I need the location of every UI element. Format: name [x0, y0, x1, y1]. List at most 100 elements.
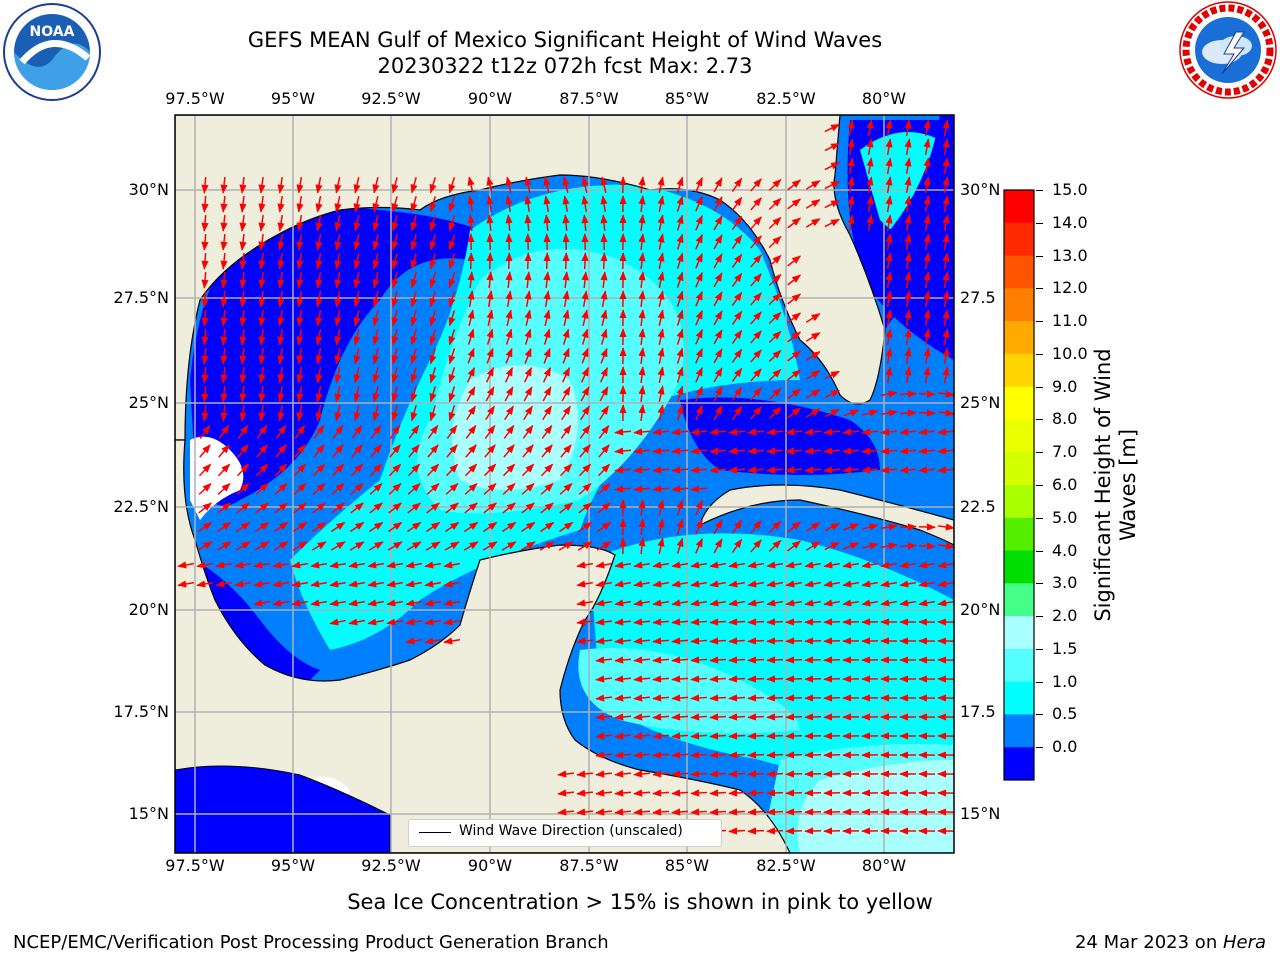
- wave-arrow: [198, 502, 212, 514]
- colorbar-segment: [1004, 255, 1034, 289]
- wave-arrow: [597, 483, 611, 495]
- wave-arrow: [521, 483, 535, 495]
- wave-arrow: [638, 404, 646, 422]
- wave-arrow: [386, 599, 404, 607]
- wave-arrow: [196, 580, 214, 588]
- colorbar-tick-label: 3.0: [1052, 573, 1078, 593]
- wave-arrow: [334, 253, 342, 270]
- wave-arrow: [367, 561, 385, 569]
- wave-arrow: [258, 290, 266, 308]
- wave-arrow: [407, 502, 421, 514]
- wave-arrow: [505, 271, 513, 289]
- wave-arrow: [747, 618, 765, 626]
- wave-arrow: [258, 271, 266, 289]
- wave-arrow: [523, 366, 533, 383]
- wave-arrow: [768, 330, 782, 344]
- wave-arrow: [220, 366, 228, 384]
- wave-arrow: [367, 599, 385, 607]
- wave-arrow: [676, 385, 684, 402]
- wave-arrow: [638, 499, 646, 517]
- colorbar-tick-label: 11.0: [1052, 311, 1088, 331]
- wave-arrow: [349, 521, 365, 533]
- wave-arrow: [652, 485, 670, 493]
- wave-arrow: [899, 447, 917, 455]
- wave-arrow: [823, 447, 841, 455]
- wave-arrow: [524, 214, 532, 232]
- wave-arrow: [633, 618, 651, 626]
- wave-arrow: [880, 428, 898, 436]
- wave-arrow: [923, 157, 931, 175]
- wave-arrow: [334, 196, 342, 213]
- wave-arrow: [904, 138, 912, 156]
- wave-arrow: [218, 444, 230, 458]
- wave-arrow: [695, 537, 703, 554]
- colorbar-tick-mark: [1036, 452, 1043, 454]
- wave-arrow: [690, 466, 708, 474]
- wave-arrow: [372, 329, 380, 346]
- wave-arrow: [676, 195, 684, 212]
- wave-arrow: [372, 196, 380, 213]
- wave-arrow: [353, 367, 361, 384]
- wave-arrow: [766, 789, 784, 797]
- wave-arrow: [234, 580, 252, 588]
- colorbar-frame: [1003, 189, 1035, 781]
- wave-arrow: [709, 770, 727, 778]
- wave-arrow: [937, 428, 954, 436]
- wave-arrow: [351, 424, 363, 439]
- wave-arrow: [258, 214, 266, 232]
- wave-arrow: [750, 311, 762, 325]
- wave-arrow: [177, 580, 195, 588]
- wave-arrow: [349, 541, 365, 551]
- wave-arrow: [766, 637, 784, 645]
- lat-tick-label: 25°N: [128, 393, 169, 412]
- wave-arrow: [201, 271, 209, 289]
- wave-arrow: [559, 502, 573, 514]
- wave-arrow: [937, 542, 954, 550]
- wave-arrow: [443, 599, 461, 607]
- wave-arrow: [750, 273, 762, 287]
- wave-arrow: [614, 694, 632, 702]
- wave-arrow: [597, 463, 611, 477]
- wave-arrow: [847, 138, 855, 156]
- wave-arrow: [485, 405, 495, 421]
- wave-arrow: [918, 542, 936, 550]
- wave-arrow: [728, 770, 746, 778]
- wave-arrow: [197, 521, 213, 533]
- wave-arrow: [880, 390, 898, 398]
- wave-arrow: [201, 252, 209, 270]
- wave-arrow: [880, 447, 898, 455]
- wave-arrow: [539, 521, 555, 533]
- wave-arrow: [255, 502, 269, 514]
- wave-arrow: [595, 713, 613, 721]
- wave-arrow: [695, 214, 703, 231]
- wave-arrow: [805, 180, 821, 190]
- wave-arrow: [657, 271, 665, 288]
- wave-arrow: [448, 234, 456, 251]
- wave-arrow: [429, 196, 437, 213]
- lon-tick-label: 97.5°W: [165, 856, 225, 875]
- wave-arrow: [842, 580, 860, 588]
- wave-arrow: [923, 347, 931, 365]
- wave-arrow: [372, 215, 380, 232]
- wave-arrow: [766, 808, 784, 816]
- wave-arrow: [311, 541, 327, 551]
- wave-arrow: [695, 233, 703, 250]
- wave-arrow: [277, 385, 285, 403]
- wave-arrow: [750, 235, 762, 249]
- wave-arrow: [387, 521, 403, 533]
- wave-arrow: [273, 521, 289, 533]
- wave-arrow: [861, 599, 879, 607]
- wave-arrow: [353, 234, 361, 251]
- wave-arrow: [293, 502, 307, 514]
- colorbar-tick-mark: [1036, 648, 1043, 650]
- colorbar-tick-label: 0.5: [1052, 704, 1078, 724]
- wave-arrow: [885, 347, 893, 365]
- wave-arrow: [429, 367, 437, 384]
- wave-arrow: [866, 195, 874, 213]
- wave-arrow: [862, 409, 879, 417]
- wave-arrow: [713, 291, 723, 307]
- wave-arrow: [274, 483, 288, 495]
- wave-arrow: [443, 561, 461, 569]
- wave-arrow: [220, 214, 228, 232]
- wave-arrow: [239, 309, 247, 327]
